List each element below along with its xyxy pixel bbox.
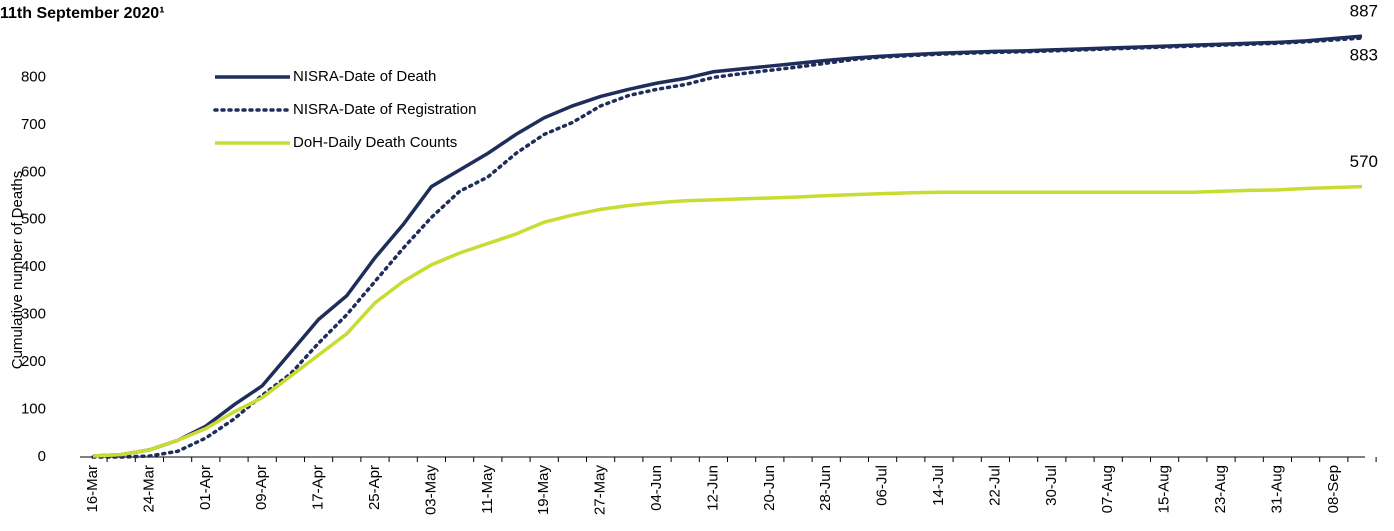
x-tick-label: 23-Aug bbox=[1212, 465, 1229, 513]
y-tick-label: 800 bbox=[21, 68, 46, 85]
x-tick-label: 19-May bbox=[535, 465, 552, 516]
x-tick-label: 22-Jul bbox=[986, 465, 1003, 506]
y-tick-label: 300 bbox=[21, 306, 46, 323]
legend-label: NISRA-Date of Registration bbox=[293, 101, 476, 118]
x-tick-label: 15-Aug bbox=[1156, 465, 1173, 513]
series-line bbox=[92, 184, 1363, 458]
x-tick-label: 01-Apr bbox=[197, 465, 214, 510]
y-tick-label: 500 bbox=[21, 211, 46, 228]
x-tick-label: 06-Jul bbox=[874, 465, 891, 506]
x-tick-label: 12-Jun bbox=[704, 465, 721, 511]
x-tick-label: 04-Jun bbox=[648, 465, 665, 511]
x-tick-label: 16-Mar bbox=[84, 465, 101, 513]
x-tick-label: 07-Aug bbox=[1099, 465, 1116, 513]
y-tick-label: 100 bbox=[21, 401, 46, 418]
series-line bbox=[91, 36, 1364, 459]
legend-label: DoH-Daily Death Counts bbox=[293, 134, 457, 151]
chart-title: 11th September 2020¹ bbox=[0, 5, 165, 22]
x-tick-label: 08-Sep bbox=[1325, 465, 1342, 513]
y-axis-label: Cumulative number of Deaths bbox=[9, 171, 26, 369]
y-tick-label: 400 bbox=[21, 258, 46, 275]
x-tick-label: 11-May bbox=[479, 465, 496, 514]
x-tick-label: 27-May bbox=[592, 465, 609, 516]
legend-label: NISRA-Date of Death bbox=[293, 68, 436, 85]
x-tick-label: 24-Mar bbox=[140, 465, 157, 513]
x-tick-label: 25-Apr bbox=[366, 465, 383, 510]
x-tick-label: 28-Jun bbox=[817, 465, 834, 511]
x-tick-label: 09-Apr bbox=[253, 465, 270, 510]
end-label: 883 bbox=[1350, 46, 1378, 65]
x-tick-label: 14-Jul bbox=[930, 465, 947, 506]
end-label: 887 bbox=[1350, 2, 1378, 21]
y-tick-label: 600 bbox=[21, 163, 46, 180]
x-tick-label: 31-Aug bbox=[1268, 465, 1285, 513]
y-tick-label: 700 bbox=[21, 116, 46, 133]
series-line bbox=[92, 34, 1363, 458]
x-tick-label: 20-Jun bbox=[761, 465, 778, 511]
end-label: 570 bbox=[1350, 152, 1378, 171]
x-tick-label: 30-Jul bbox=[1043, 465, 1060, 506]
y-tick-label: 200 bbox=[21, 353, 46, 370]
x-tick-label: 17-Apr bbox=[310, 465, 327, 510]
y-tick-label: 0 bbox=[38, 448, 46, 465]
x-tick-label: 03-May bbox=[422, 465, 439, 516]
